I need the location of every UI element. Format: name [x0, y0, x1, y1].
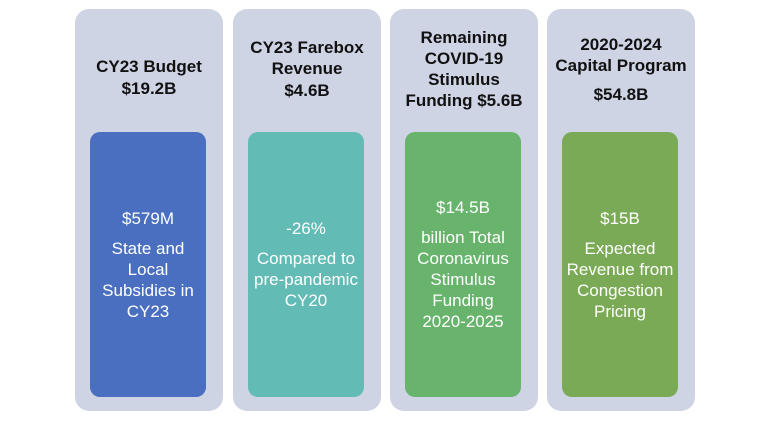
panel-cy23-budget: CY23 Budget $19.2B $579M State and Local…: [75, 9, 223, 411]
panel-title: Remaining COVID-19 Stimulus Funding $5.6…: [394, 9, 534, 129]
panel-amount: $54.8B: [593, 84, 649, 104]
panel-capital-program: 2020-2024 Capital Program $54.8B $15B Ex…: [547, 9, 695, 411]
panel-amount: $19.2B: [121, 78, 177, 98]
panel-farebox-revenue: CY23 Farebox Revenue $4.6B -26% Compared…: [233, 9, 381, 411]
card-state-local-subsidies: $579M State and Local Subsidies in CY23: [90, 132, 206, 397]
card-farebox-change: -26% Compared to pre-pandemic CY20: [248, 132, 364, 397]
panel-title-text: CY23 Budget: [96, 56, 202, 76]
card-figure: -26%: [286, 219, 326, 238]
panel-title-text: CY23 Farebox Revenue: [250, 38, 364, 78]
card-total-stimulus: $14.5B billion Total Coronavirus Stimulu…: [405, 132, 521, 397]
card-figure: $14.5B: [436, 198, 490, 217]
card-congestion-pricing: $15B Expected Revenue from Congestion Pr…: [562, 132, 678, 397]
card-text: Expected Revenue from Congestion Pricing: [566, 238, 674, 321]
card-text: State and Local Subsidies in CY23: [102, 238, 194, 321]
panel-title: CY23 Farebox Revenue $4.6B: [237, 9, 377, 129]
panel-covid-stimulus: Remaining COVID-19 Stimulus Funding $5.6…: [390, 9, 538, 411]
card-figure: $15B: [600, 208, 640, 228]
panel-title: 2020-2024 Capital Program $54.8B: [551, 9, 691, 129]
panel-amount: $4.6B: [284, 81, 330, 100]
card-text: billion Total Coronavirus Stimulus Fundi…: [417, 228, 509, 331]
panel-title-text: Remaining COVID-19 Stimulus Funding $5.6…: [405, 28, 523, 110]
panel-title-text: 2020-2024 Capital Program: [555, 34, 687, 75]
card-text: Compared to pre-pandemic CY20: [254, 249, 358, 310]
panel-title: CY23 Budget $19.2B: [79, 9, 219, 137]
card-figure: $579M: [122, 208, 174, 228]
